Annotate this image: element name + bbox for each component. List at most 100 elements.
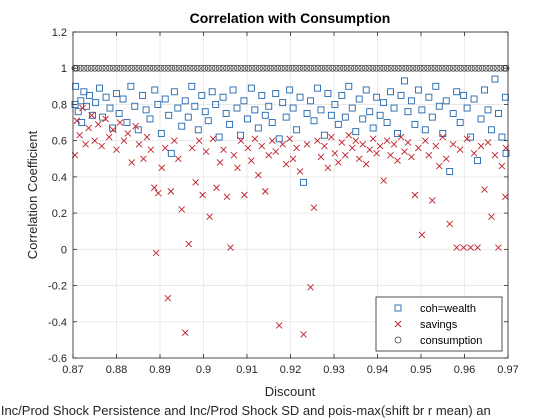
coh-wealth-point — [397, 91, 405, 99]
savings-point — [484, 139, 492, 146]
coh-wealth-point — [432, 82, 440, 90]
coh-wealth-point — [229, 86, 237, 94]
consumption-point — [369, 64, 377, 72]
coh-wealth-point — [204, 117, 212, 125]
coh-wealth-point — [418, 106, 426, 114]
coh-wealth-point — [254, 124, 262, 132]
savings-point — [394, 157, 401, 164]
consumption-point — [482, 64, 490, 72]
savings-point — [435, 162, 443, 170]
savings-point — [422, 137, 429, 144]
coh-wealth-point — [394, 129, 401, 137]
consumption-point — [241, 64, 249, 72]
consumption-point — [394, 64, 402, 72]
coh-wealth-point — [161, 95, 169, 103]
consumption-point — [135, 64, 143, 72]
coh-wealth-point — [380, 99, 388, 107]
consumption-point — [468, 64, 475, 72]
savings-point — [463, 135, 471, 143]
coh-wealth-point — [102, 93, 110, 101]
savings-point — [202, 148, 210, 155]
savings-point — [446, 220, 454, 228]
savings-point — [352, 137, 360, 144]
consumption-point — [179, 64, 187, 72]
coh-wealth-point — [272, 90, 280, 98]
savings-point — [254, 171, 262, 179]
savings-point — [178, 206, 186, 213]
consumption-point — [91, 64, 99, 72]
legend-marker — [394, 320, 402, 328]
coh-wealth-point — [80, 88, 88, 96]
coh-wealth-point — [320, 131, 328, 139]
consumption-point — [489, 64, 497, 72]
savings-point — [265, 151, 273, 159]
consumption-point — [486, 64, 494, 72]
savings-point — [152, 249, 160, 257]
coh-wealth-point — [194, 126, 202, 134]
consumption-point — [464, 64, 472, 72]
consumption-point — [212, 64, 219, 72]
coh-wealth-point — [212, 100, 220, 108]
coh-wealth-point — [502, 149, 510, 157]
coh-wealth-point — [178, 122, 186, 130]
savings-point — [140, 155, 147, 163]
savings-point — [73, 117, 81, 125]
consumption-point — [226, 64, 234, 72]
savings-point — [199, 191, 206, 199]
coh-wealth-point — [191, 102, 199, 110]
coh-wealth-point — [268, 119, 276, 127]
savings-point — [109, 126, 117, 134]
savings-point — [116, 119, 124, 126]
savings-point — [303, 140, 311, 148]
savings-point — [161, 144, 169, 152]
axis-ticks: 0.87 0.88 0.89 0.9 0.91 0.92 0.93 0.94 0.95 0.96 0… — [48, 27, 519, 376]
consumption-point — [87, 64, 95, 72]
savings-point — [321, 142, 328, 150]
coh-wealth-point — [359, 115, 367, 123]
consumption-point — [139, 64, 146, 72]
savings-point — [79, 104, 86, 112]
consumption-point — [380, 64, 388, 72]
consumption-point — [427, 64, 435, 72]
coh-wealth-point — [247, 84, 255, 92]
savings-point — [324, 164, 332, 172]
x-tick-label: 0.92 — [280, 364, 301, 376]
coh-wealth-point — [127, 82, 135, 90]
consumption-point — [402, 64, 410, 72]
consumption-point — [160, 64, 168, 72]
consumption-point — [446, 64, 453, 72]
coh-wealth-point — [435, 102, 443, 110]
y-tick-label: 0.6 — [52, 136, 67, 148]
savings-point — [76, 131, 83, 139]
savings-point — [181, 329, 189, 336]
savings-point — [167, 188, 175, 195]
consumption-point — [259, 64, 267, 72]
coh-wealth-point — [165, 111, 173, 119]
savings-point — [317, 153, 325, 161]
coh-wealth-point — [142, 106, 150, 114]
x-tick-label: 0.87 — [62, 364, 83, 376]
savings-point — [428, 197, 436, 204]
savings-point — [335, 159, 342, 166]
coh-wealth-point — [215, 133, 223, 141]
coh-wealth-point — [314, 84, 321, 92]
coh-wealth-point — [275, 135, 283, 143]
coh-wealth-point — [348, 104, 356, 112]
coh-wealth-point — [491, 75, 499, 83]
coh-wealth-point — [404, 108, 412, 116]
x-tick-label: 0.96 — [454, 364, 475, 376]
coh-wealth-point — [113, 90, 120, 98]
savings-point — [241, 191, 248, 199]
coh-wealth-point — [481, 86, 488, 94]
coh-wealth-point — [383, 119, 391, 127]
savings-point — [220, 146, 227, 154]
consumption-point — [387, 64, 395, 72]
coh-wealth-point — [296, 93, 304, 101]
consumption-point — [270, 64, 278, 72]
savings-point — [248, 157, 255, 164]
consumption-point — [171, 64, 179, 72]
savings-point — [244, 144, 252, 152]
consumption-point — [405, 64, 413, 72]
savings-point — [369, 135, 377, 143]
consumption-point — [102, 64, 110, 72]
